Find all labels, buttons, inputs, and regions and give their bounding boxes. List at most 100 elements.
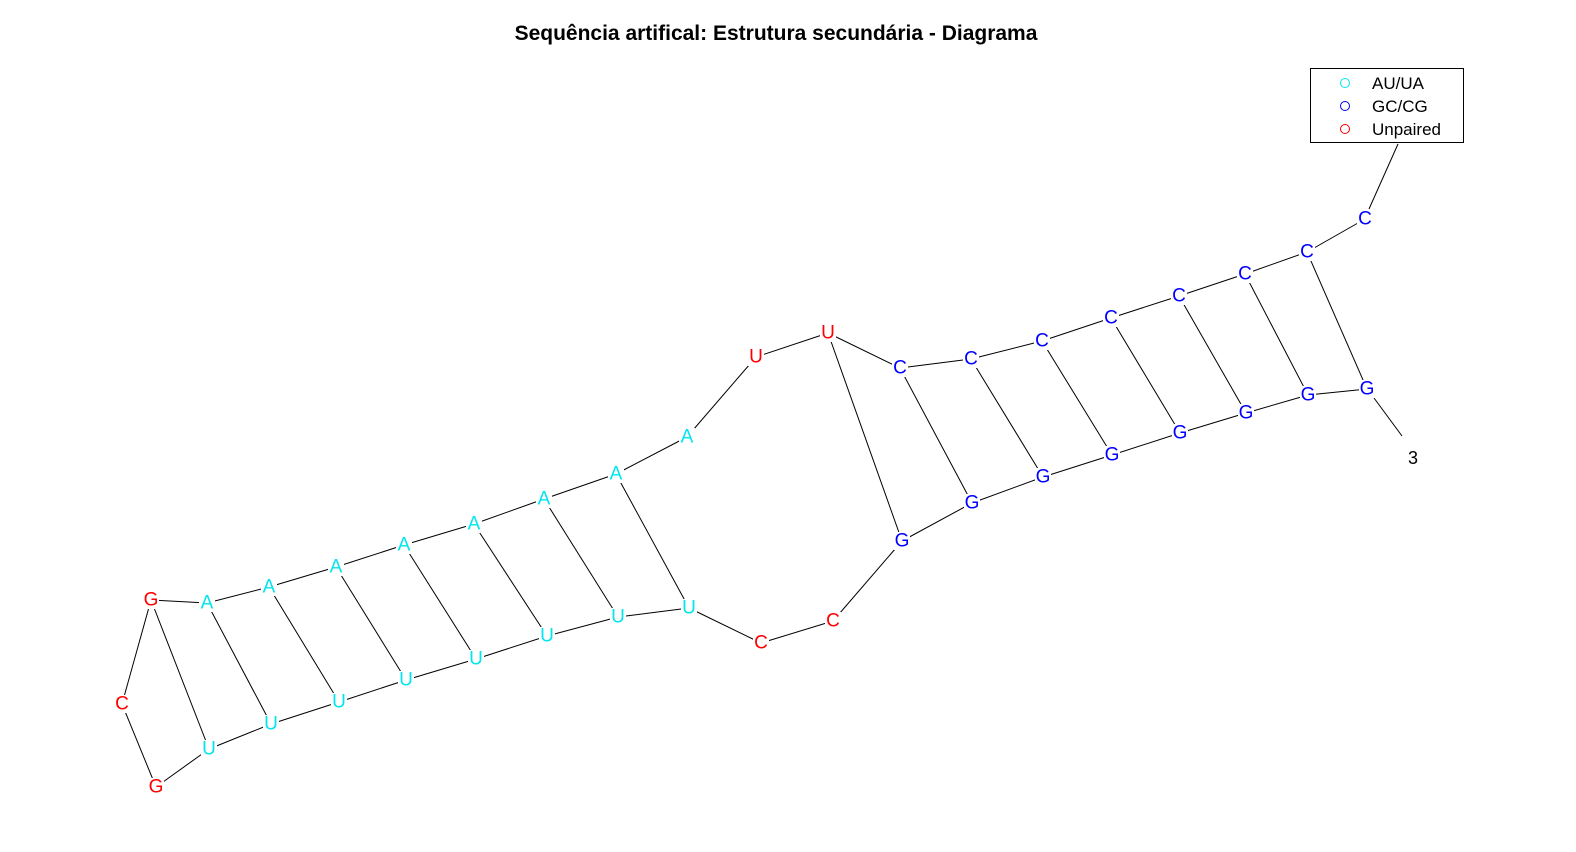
base-label: C <box>115 694 129 715</box>
backbone-line <box>150 599 208 604</box>
backbone-line <box>901 502 973 542</box>
base-label: C <box>1172 286 1186 307</box>
base-label-background <box>608 465 624 483</box>
base-label: C <box>1238 264 1252 285</box>
backbone-line <box>206 586 270 604</box>
base-label: C <box>1104 308 1118 329</box>
base-label: U <box>540 626 554 647</box>
base-label: A <box>398 535 411 556</box>
base-label-background <box>1300 386 1316 404</box>
base-label: C <box>754 633 768 654</box>
base-label-background <box>610 608 626 626</box>
backbone-line <box>1306 218 1366 253</box>
legend-marker-au-ua-icon <box>1340 78 1350 88</box>
base-label: U <box>264 714 278 735</box>
base-label-background <box>536 490 552 508</box>
legend-item-au-ua: AU/UA <box>1311 73 1465 95</box>
backbone-line <box>475 635 548 660</box>
base-label-background <box>825 612 841 630</box>
base-label-background <box>1172 424 1188 442</box>
backbone-line <box>832 540 903 622</box>
base-label-background <box>539 627 555 645</box>
backbone-line <box>543 473 617 500</box>
base-label-background <box>1238 404 1254 422</box>
base-label-background <box>1357 210 1373 228</box>
base-label-background <box>148 778 164 796</box>
backbone-line <box>268 566 337 588</box>
base-label: U <box>749 347 763 368</box>
backbone-line <box>1307 388 1368 396</box>
backbone-line <box>121 703 157 788</box>
base-label: U <box>469 649 483 670</box>
backbone-line <box>473 498 545 525</box>
base-pair-line <box>1041 340 1113 456</box>
base-pair-line <box>403 544 477 660</box>
base-label: G <box>965 493 980 514</box>
base-label-background <box>1171 287 1187 305</box>
base-label-background <box>1034 332 1050 350</box>
base-label: U <box>202 739 216 760</box>
base-label-background <box>114 695 130 713</box>
backbone-line <box>121 599 152 705</box>
backbone-line <box>688 607 762 644</box>
backbone-line <box>1111 432 1181 456</box>
base-label-background <box>331 693 347 711</box>
backbone-line <box>899 358 972 369</box>
backbone-line <box>827 332 901 369</box>
backbone-line <box>615 436 688 475</box>
base-label-background <box>894 532 910 550</box>
backbone-line <box>970 340 1043 360</box>
diagram-title: Sequência artifical: Estrutura secundári… <box>514 22 1038 45</box>
base-label-background <box>679 428 695 446</box>
base-pair-line <box>268 586 340 703</box>
base-pair-line <box>1306 251 1368 390</box>
base-label-background <box>820 324 836 342</box>
backbone-line <box>1245 394 1309 414</box>
base-label-background <box>1035 468 1051 486</box>
legend-label: AU/UA <box>1372 74 1424 93</box>
legend-item-gc-cg: GC/CG <box>1311 96 1465 118</box>
backbone-line <box>208 723 272 750</box>
backbone-line <box>1244 251 1308 275</box>
base-label-background <box>468 650 484 668</box>
three-prime-end-label: 3 <box>1408 448 1418 468</box>
base-label: U <box>332 692 346 713</box>
base-label: C <box>1035 331 1049 352</box>
base-label: C <box>1358 209 1372 230</box>
base-label: G <box>1105 445 1120 466</box>
base-label: U <box>821 323 835 344</box>
base-label: G <box>1036 467 1051 488</box>
base-label: U <box>611 607 625 628</box>
base-label: G <box>1173 423 1188 444</box>
base-label: A <box>330 557 343 578</box>
base-label: A <box>538 489 551 510</box>
base-pair-line <box>899 367 973 504</box>
legend-label: Unpaired <box>1372 120 1441 139</box>
base-label-background <box>1359 380 1375 398</box>
base-label: G <box>895 531 910 552</box>
base-label: G <box>149 777 164 798</box>
base-label-background <box>964 494 980 512</box>
base-label-background <box>1299 243 1315 261</box>
base-pair-line <box>1244 273 1309 396</box>
legend-item-unpaired: Unpaired <box>1311 119 1465 141</box>
backbone-line <box>335 544 405 568</box>
legend-marker-unpaired-icon <box>1340 124 1350 134</box>
base-label-background <box>1104 446 1120 464</box>
backbone-line <box>270 701 340 725</box>
backbone-line <box>405 658 477 681</box>
base-label: G <box>1239 403 1254 424</box>
base-pair-line <box>1110 317 1181 434</box>
base-label: U <box>682 598 696 619</box>
bond-lines <box>121 143 1403 788</box>
base-label-background <box>963 350 979 368</box>
base-labels: G G G G G G G G C C U U U U U U U U G C G A A A A A A A A U U C C C C C C C C <box>114 209 1375 798</box>
base-label: A <box>610 464 623 485</box>
backbone-line <box>155 748 210 788</box>
backbone-line <box>1041 317 1112 342</box>
legend-marker-gc-cg-icon <box>1340 101 1350 111</box>
base-label-background <box>466 515 482 533</box>
backbone-line <box>338 679 407 703</box>
base-label: C <box>1300 242 1314 263</box>
